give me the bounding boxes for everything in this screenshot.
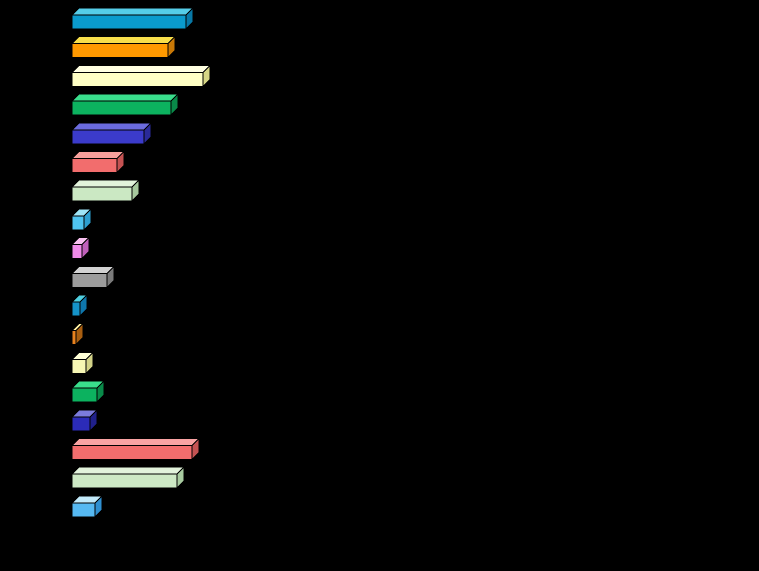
bar-3d-4 [70,92,180,117]
bar-3d-9 [70,236,91,260]
bar-3d-2 [70,35,177,59]
bar-3d-8 [70,207,93,232]
bar-3d-12 [70,322,85,346]
bar-front-face [71,473,178,489]
bar-front-face [71,387,98,403]
bar-top-face [70,466,186,475]
bar-front-face [71,186,133,202]
bar-front-face [71,272,108,288]
bar-top-face [70,7,195,16]
bar-top-face [70,93,180,102]
bar-3d-14 [70,379,106,404]
bar-front-face [71,502,96,518]
bar-top-face [70,438,201,446]
bar-3d-6 [70,150,126,174]
bar-front-face [71,244,83,260]
bar-front-face [71,301,81,317]
bar-front-face [71,445,193,460]
bar-front-face [71,358,87,374]
bar-front-face [71,158,118,173]
bar-top-face [70,151,126,159]
bar-front-face [71,330,77,346]
bar-3d-13 [70,351,95,375]
bar-front-face [71,14,187,30]
bar-3d-5 [70,121,153,146]
bar-top-face [70,179,141,188]
bar-front-face [71,129,145,145]
bar-front-face [71,100,172,116]
bar-3d-7 [70,178,141,203]
bar-front-face [71,43,169,59]
bar-front-face [71,416,91,432]
bar-3d-3 [70,64,212,88]
bar-3d-15 [70,408,99,433]
bar-3d-18 [70,494,104,519]
bar-top-face [70,36,177,45]
bar-front-face [71,71,204,87]
bar-top-face [70,64,212,73]
bar-3d-10 [70,265,116,289]
bar-3d-16 [70,437,201,461]
bar-top-face [70,122,153,131]
bar-3d-17 [70,465,186,490]
bar-3d-1 [70,6,195,31]
bar-3d-11 [70,293,89,318]
bar-front-face [71,215,85,231]
